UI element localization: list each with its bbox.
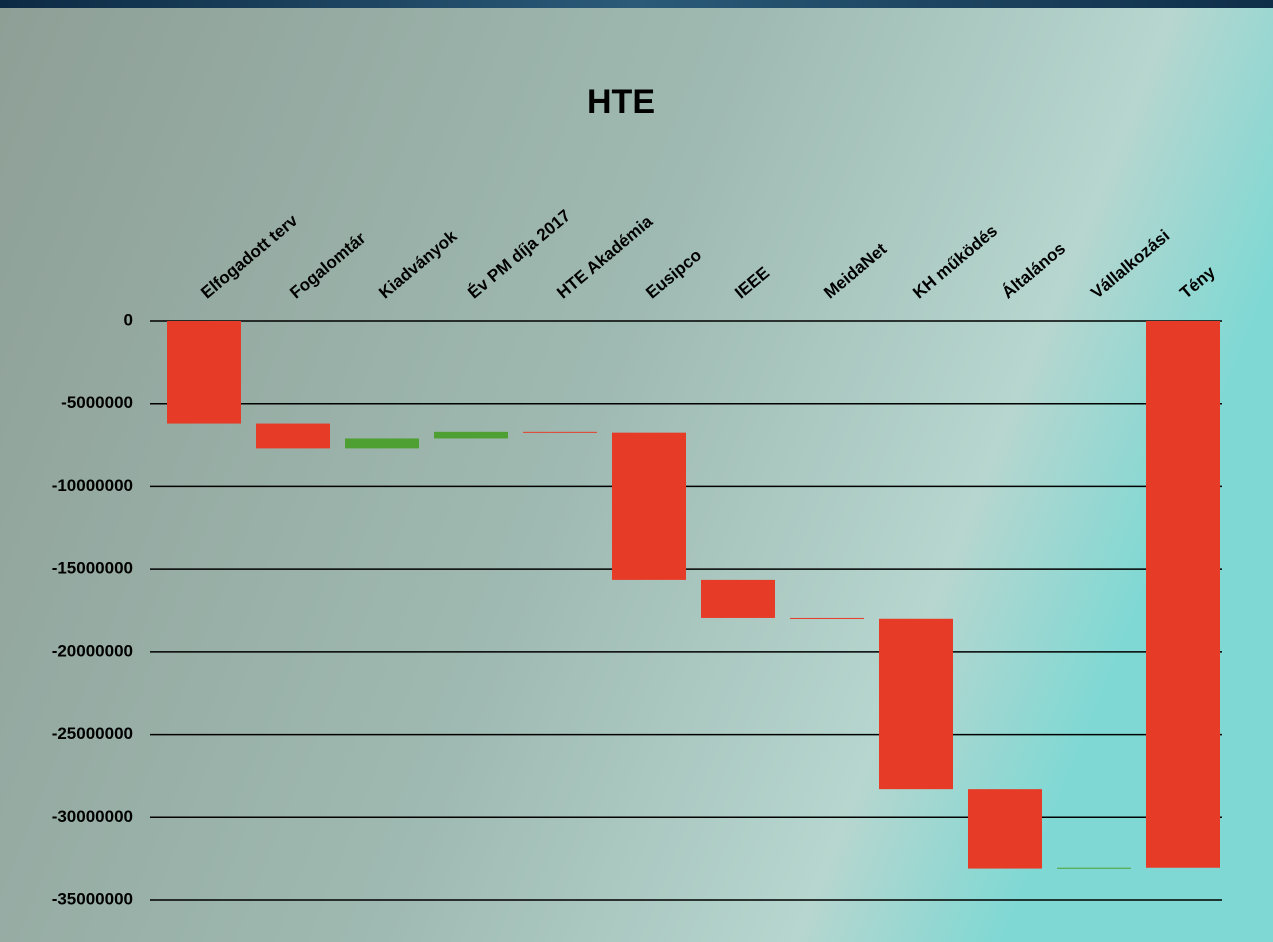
bar xyxy=(434,431,508,439)
y-tick-label: -15000000 xyxy=(52,559,133,578)
y-tick-label: -5000000 xyxy=(61,393,133,412)
bar xyxy=(167,321,241,424)
bar xyxy=(790,617,864,619)
bar xyxy=(523,431,597,433)
y-tick-label: -35000000 xyxy=(52,889,133,908)
bar xyxy=(1146,321,1220,868)
bar xyxy=(701,579,775,618)
bar xyxy=(968,789,1042,869)
bar xyxy=(879,618,953,790)
bar xyxy=(256,423,330,449)
bar xyxy=(1057,867,1131,869)
y-tick-label: -30000000 xyxy=(52,807,133,826)
chart-title: HTE xyxy=(587,83,655,121)
y-tick-label: -10000000 xyxy=(52,476,133,495)
bar xyxy=(612,432,686,580)
y-tick-label: 0 xyxy=(124,310,133,329)
y-tick-label: -25000000 xyxy=(52,724,133,743)
y-tick-label: -20000000 xyxy=(52,641,133,660)
top-band xyxy=(0,0,1273,8)
bar xyxy=(345,438,419,449)
